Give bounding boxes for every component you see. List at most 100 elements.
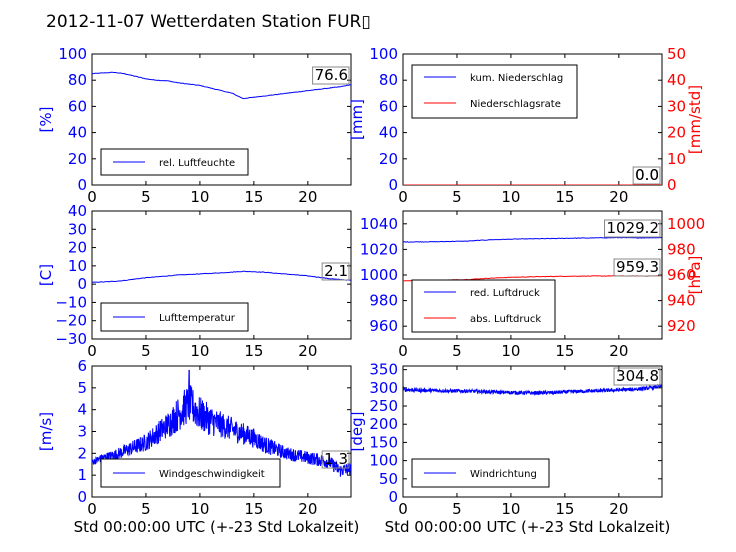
x-tick-label: 5	[141, 342, 151, 360]
y-tick-label: 40	[379, 124, 398, 142]
series-line-1	[92, 369, 351, 477]
last-value-label-box	[632, 166, 661, 185]
y-tick-label: 0	[77, 176, 87, 194]
x-axis-label: Std 00:00:00 UTC (+-23 Std Lokalzeit)	[385, 518, 671, 536]
y-tick-label: 300	[369, 379, 398, 397]
panel-temp: 0 5 10 15 20−30−20−10010203040[C]Lufttempera…	[37, 202, 352, 360]
y-tick-label: 50	[379, 470, 398, 488]
y-tick-label: 60	[68, 97, 87, 115]
y-tick-label: 350	[369, 361, 398, 379]
x-tick-label: 10	[501, 188, 520, 206]
y2-tick-label: 10	[667, 150, 686, 168]
x-tick-label: 0	[398, 188, 408, 206]
panel-pressure: 0 5 10 15 20 960 980 1000 1020 1040 920 940 960 980 10…	[360, 210, 705, 360]
y-tick-label: 40	[68, 124, 87, 142]
last-value-label-box	[321, 450, 350, 469]
y-tick-label: 100	[369, 452, 398, 470]
legend-label: abs. Luftdruck	[470, 314, 541, 325]
x-tick-label: 0	[398, 500, 408, 518]
x-tick-label: 10	[190, 342, 209, 360]
legend-label: kum. Niederschlag	[470, 73, 563, 84]
y-tick-label: 5	[77, 379, 87, 397]
x-tick-label: 10	[190, 188, 209, 206]
last-value-label-2-box	[613, 258, 661, 277]
y-tick-label: 200	[369, 415, 398, 433]
y2-tick-label: 1000	[667, 215, 705, 233]
y-tick-label: 80	[379, 71, 398, 89]
x-tick-label: 20	[298, 188, 317, 206]
y2-tick-label: 40	[667, 71, 686, 89]
panel-precip: 0 5 10 15 20 0 20 40 60 80 100 0 10 20 30 40 50 [mm] [mm/s…	[348, 45, 704, 206]
x-tick-label: 5	[141, 500, 151, 518]
y-tick-label: 80	[68, 71, 87, 89]
plot-frame	[91, 53, 352, 186]
y2-tick-label: 960	[667, 266, 696, 284]
y-tick-label: 60	[379, 97, 398, 115]
x-tick-label: 5	[452, 342, 462, 360]
y2-tick-label: 50	[667, 45, 686, 63]
y2-tick-label: 0	[667, 176, 677, 194]
y2-tick-label: 30	[667, 97, 686, 115]
x-tick-label: 0	[398, 342, 408, 360]
y-tick-label: 0	[77, 275, 87, 293]
x-tick-label: 20	[609, 342, 628, 360]
y-tick-label: −10	[55, 293, 87, 311]
series-line-1	[92, 71, 351, 100]
y2-tick-label: 920	[667, 317, 696, 335]
x-tick-label: 20	[609, 500, 628, 518]
y-tick-label: 20	[68, 239, 87, 257]
x-tick-label: 5	[452, 188, 462, 206]
y-tick-label: 4	[77, 401, 87, 419]
legend-box	[411, 64, 578, 119]
x-tick-label: 15	[244, 500, 263, 518]
legend-label: Lufttemperatur	[159, 313, 236, 324]
y-tick-label: 1020	[360, 240, 398, 258]
x-tick-label: 15	[244, 342, 263, 360]
x-tick-label: 20	[298, 342, 317, 360]
y-tick-label: 1000	[360, 266, 398, 284]
y-tick-label: 1	[77, 466, 87, 484]
x-tick-label: 15	[244, 188, 263, 206]
x-tick-label: 20	[298, 500, 317, 518]
x-tick-label: 5	[452, 500, 462, 518]
y-tick-label: 40	[68, 202, 87, 220]
last-value-label-box	[321, 262, 350, 281]
last-value-label-box	[613, 367, 661, 386]
y-tick-label: 20	[379, 150, 398, 168]
legend-label: Windgeschwindigkeit	[159, 469, 265, 480]
y-axis-label: [C]	[37, 264, 55, 286]
legend: Windgeschwindigkeit	[100, 458, 281, 488]
x-tick-label: 15	[555, 500, 574, 518]
x-tick-label: 0	[87, 342, 97, 360]
last-value-label: 2.1	[324, 262, 348, 280]
x-tick-label: 10	[190, 500, 209, 518]
y-axis-label: [%]	[37, 107, 55, 133]
series-line-1	[403, 236, 662, 243]
y-tick-label: 1040	[360, 215, 398, 233]
y-tick-label: 100	[369, 45, 398, 63]
panel-humidity: 0 5 10 15 20 0 20 40 60 80 100 [%] rel. Luftfeuchte 7…	[37, 45, 352, 206]
legend-label: Niederschlagsrate	[470, 99, 561, 110]
legend: Windrichtung	[411, 458, 550, 488]
y-tick-label: 980	[369, 292, 398, 310]
last-value-label-2: 959.3	[616, 258, 659, 276]
legend-label: Windrichtung	[470, 469, 537, 480]
last-value-label-box	[312, 66, 350, 85]
x-tick-label: 10	[501, 500, 520, 518]
legend-label: red. Luftdruck	[470, 288, 540, 299]
x-tick-label: 15	[555, 342, 574, 360]
y-tick-label: 6	[77, 357, 87, 375]
y-tick-label: 100	[58, 45, 87, 63]
y-tick-label: 3	[77, 423, 87, 441]
y-tick-label: 150	[369, 433, 398, 451]
y-tick-label: 30	[68, 220, 87, 238]
last-value-label: 0.0	[635, 166, 659, 184]
y-tick-label: −30	[55, 330, 87, 348]
last-value-label: 1029.2	[607, 219, 660, 237]
x-tick-label: 0	[87, 188, 97, 206]
last-value-label-2: 0.0	[635, 166, 659, 184]
legend-label: rel. Luftfeuchte	[159, 158, 235, 169]
plot-frame	[91, 210, 352, 340]
legend: rel. Luftfeuchte	[100, 148, 249, 176]
